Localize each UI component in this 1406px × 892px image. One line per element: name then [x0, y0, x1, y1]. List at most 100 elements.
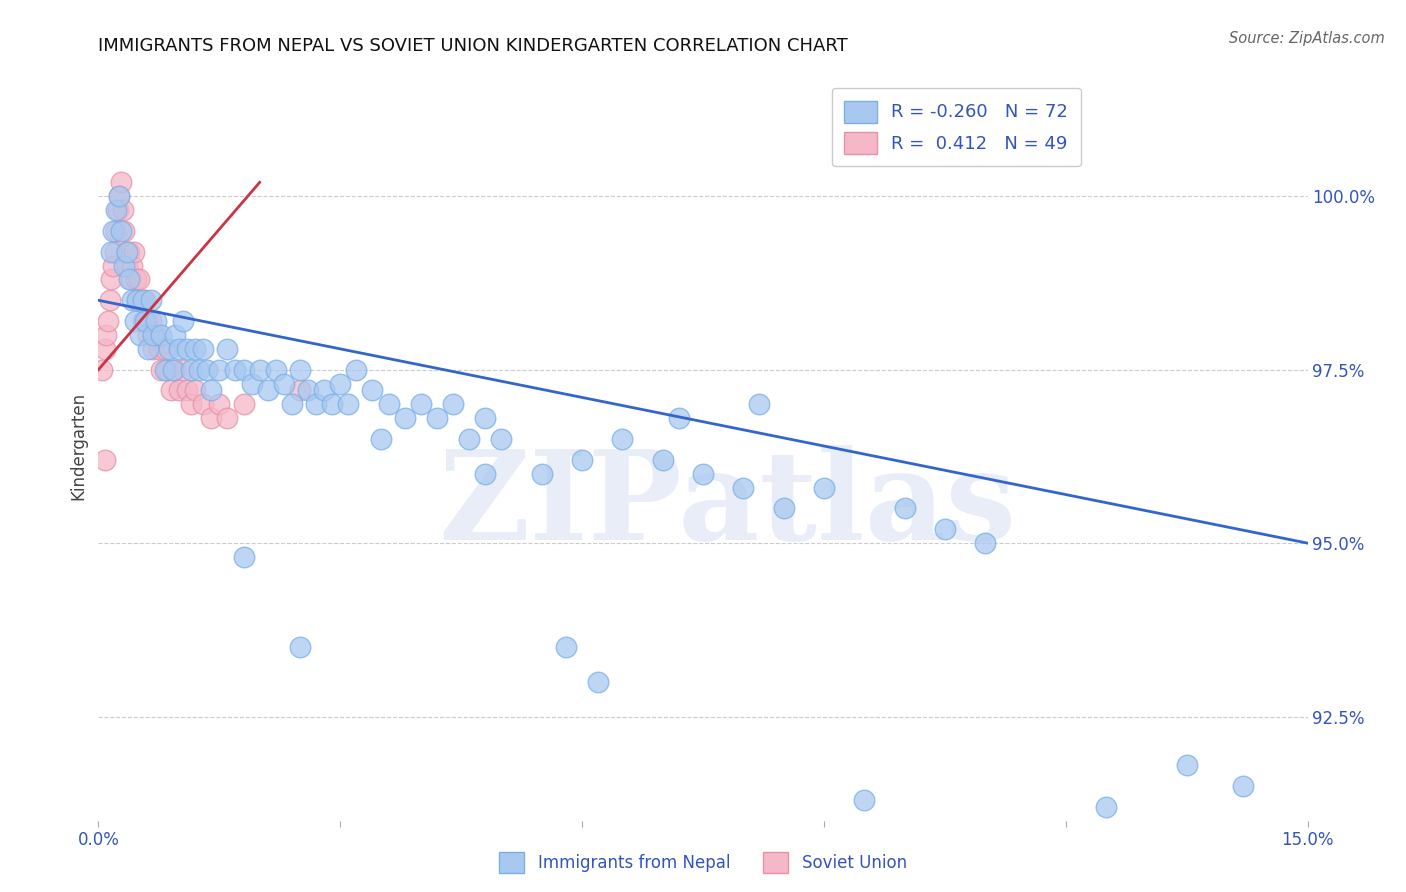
Point — [772, 501, 794, 516]
Point — [139, 293, 162, 308]
Point — [491, 432, 513, 446]
Point — [200, 384, 222, 398]
Point — [107, 189, 129, 203]
Point — [176, 384, 198, 398]
Point — [172, 362, 194, 376]
Point — [232, 397, 254, 411]
Point — [172, 314, 194, 328]
Point — [344, 362, 367, 376]
Y-axis label: Kindergarten: Kindergarten — [69, 392, 87, 500]
Point — [118, 272, 141, 286]
Point — [813, 481, 835, 495]
Point — [370, 432, 392, 446]
Point — [163, 362, 186, 376]
Point — [138, 328, 160, 343]
Point — [321, 397, 343, 411]
Point — [264, 362, 287, 376]
Point — [142, 342, 165, 356]
Point — [153, 362, 176, 376]
Point — [160, 384, 183, 398]
Point — [115, 244, 138, 259]
Point — [184, 342, 207, 356]
Point — [288, 384, 311, 398]
Point — [97, 314, 120, 328]
Point — [142, 328, 165, 343]
Point — [217, 342, 239, 356]
Point — [111, 203, 134, 218]
Point — [129, 293, 152, 308]
Point — [176, 342, 198, 356]
Point — [134, 314, 156, 328]
Point — [281, 397, 304, 411]
Point — [124, 314, 146, 328]
Point — [668, 411, 690, 425]
Point — [127, 293, 149, 308]
Point — [208, 362, 231, 376]
Point — [163, 328, 186, 343]
Point — [893, 501, 915, 516]
Legend: Immigrants from Nepal, Soviet Union: Immigrants from Nepal, Soviet Union — [492, 846, 914, 880]
Point — [224, 362, 246, 376]
Point — [91, 362, 114, 376]
Point — [586, 674, 609, 689]
Point — [129, 328, 152, 343]
Point — [612, 432, 634, 446]
Point — [128, 272, 150, 286]
Point — [651, 453, 673, 467]
Point — [150, 362, 173, 376]
Point — [167, 384, 190, 398]
Point — [135, 314, 157, 328]
Point — [94, 342, 117, 356]
Point — [288, 640, 311, 655]
Point — [162, 362, 184, 376]
Point — [112, 259, 135, 273]
Point — [361, 384, 384, 398]
Point — [156, 362, 179, 376]
Point — [193, 342, 215, 356]
Point — [1095, 799, 1118, 814]
Point — [122, 244, 145, 259]
Point — [240, 376, 263, 391]
Point — [1175, 758, 1198, 772]
Point — [118, 244, 141, 259]
Point — [132, 293, 155, 308]
Point — [112, 224, 135, 238]
Point — [297, 384, 319, 398]
Text: Source: ZipAtlas.com: Source: ZipAtlas.com — [1229, 31, 1385, 46]
Point — [180, 397, 202, 411]
Point — [1232, 779, 1254, 793]
Point — [458, 432, 481, 446]
Point — [337, 397, 360, 411]
Point — [96, 328, 118, 343]
Point — [145, 328, 167, 343]
Point — [195, 362, 218, 376]
Point — [288, 362, 311, 376]
Point — [145, 314, 167, 328]
Point — [110, 175, 132, 189]
Point — [273, 376, 295, 391]
Point — [571, 453, 593, 467]
Point — [217, 411, 239, 425]
Point — [100, 244, 122, 259]
Point — [150, 328, 173, 343]
Point — [441, 397, 464, 411]
Point — [232, 549, 254, 564]
Point — [474, 467, 496, 481]
Point — [153, 342, 176, 356]
Point — [148, 342, 170, 356]
Point — [188, 362, 211, 376]
Point — [117, 259, 139, 273]
Point — [692, 467, 714, 481]
Point — [232, 362, 254, 376]
Point — [103, 244, 125, 259]
Point — [120, 272, 142, 286]
Point — [121, 259, 143, 273]
Point — [114, 244, 136, 259]
Point — [167, 342, 190, 356]
Point — [132, 314, 155, 328]
Point — [409, 397, 432, 411]
Point — [100, 272, 122, 286]
Point — [733, 481, 755, 495]
Point — [474, 411, 496, 425]
Point — [329, 376, 352, 391]
